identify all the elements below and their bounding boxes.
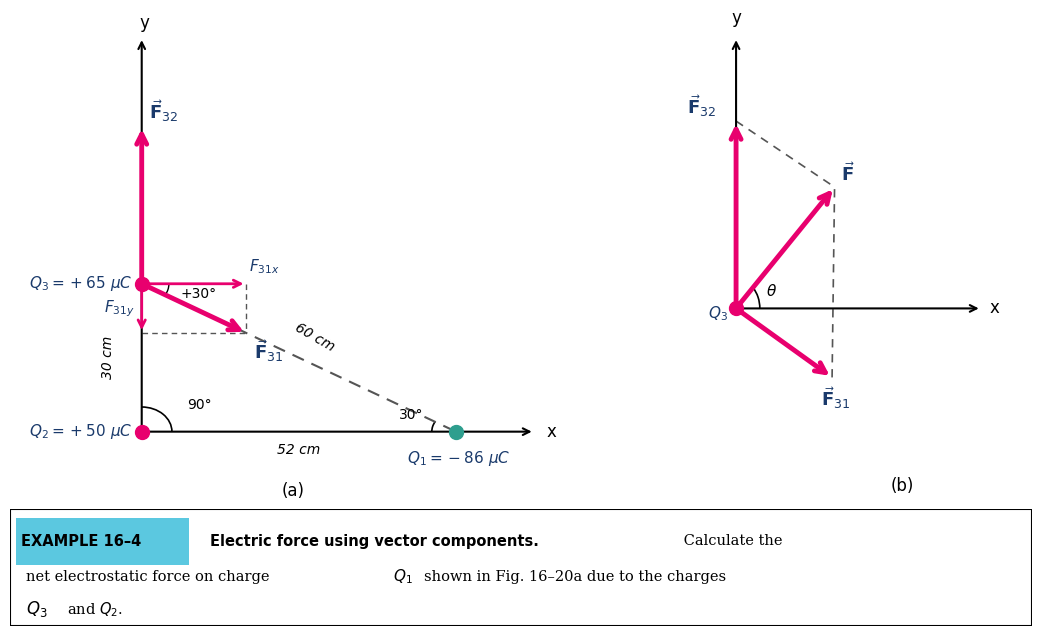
Text: shown in Fig. 16–20a due to the charges: shown in Fig. 16–20a due to the charges xyxy=(424,569,726,583)
Text: EXAMPLE 16–4: EXAMPLE 16–4 xyxy=(21,534,141,549)
Text: (a): (a) xyxy=(281,482,304,500)
Text: $\vec{\mathbf{F}}_{32}$: $\vec{\mathbf{F}}_{32}$ xyxy=(149,98,178,123)
Text: and $Q_2$.: and $Q_2$. xyxy=(67,600,123,619)
Bar xyxy=(16,518,190,565)
Text: $Q_1 = -86\ \mu C$: $Q_1 = -86\ \mu C$ xyxy=(407,449,511,468)
Text: x: x xyxy=(547,423,556,441)
Text: y: y xyxy=(140,15,150,32)
Text: $Q_3 = +65\ \mu C$: $Q_3 = +65\ \mu C$ xyxy=(29,274,132,293)
Text: 30°: 30° xyxy=(398,408,423,422)
Text: $Q_2 = +50\ \mu C$: $Q_2 = +50\ \mu C$ xyxy=(29,422,132,441)
Text: 30 cm: 30 cm xyxy=(101,336,116,379)
Text: x: x xyxy=(990,300,999,317)
Text: 52 cm: 52 cm xyxy=(277,443,321,457)
Text: net electrostatic force on charge: net electrostatic force on charge xyxy=(26,569,274,583)
Text: $\vec{\mathbf{F}}$: $\vec{\mathbf{F}}$ xyxy=(841,162,854,185)
Text: 90°: 90° xyxy=(188,398,212,413)
Text: $F_{31y}$: $F_{31y}$ xyxy=(104,298,134,319)
Text: $Q_3$: $Q_3$ xyxy=(26,599,47,619)
Text: Calculate the: Calculate the xyxy=(679,535,783,549)
Text: $Q_3$: $Q_3$ xyxy=(709,304,728,323)
Text: $F_{31x}$: $F_{31x}$ xyxy=(249,257,280,276)
Text: $\vec{\mathbf{F}}_{32}$: $\vec{\mathbf{F}}_{32}$ xyxy=(687,93,716,119)
Text: $\vec{\mathbf{F}}_{31}$: $\vec{\mathbf{F}}_{31}$ xyxy=(253,338,283,364)
Text: $\vec{\mathbf{F}}_{31}$: $\vec{\mathbf{F}}_{31}$ xyxy=(821,385,850,411)
Text: y: y xyxy=(731,9,741,27)
Text: $\theta$: $\theta$ xyxy=(766,283,777,299)
Text: (b): (b) xyxy=(891,477,914,495)
Text: Electric force using vector components.: Electric force using vector components. xyxy=(209,534,539,549)
Text: 60 cm: 60 cm xyxy=(292,320,337,354)
Text: +30°: +30° xyxy=(181,286,217,301)
Text: $Q_1$: $Q_1$ xyxy=(394,568,413,586)
